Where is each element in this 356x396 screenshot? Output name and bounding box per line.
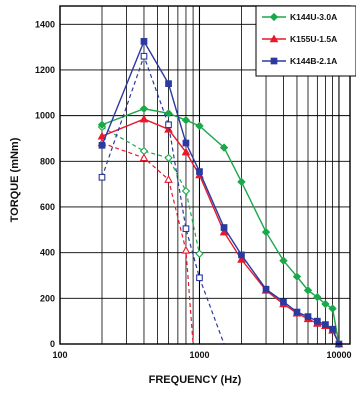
data-point (195, 121, 204, 131)
data-point (321, 299, 330, 309)
legend-marker (269, 12, 279, 22)
data-point (238, 251, 245, 259)
data-point-dashed (164, 175, 173, 183)
data-point-dashed (196, 274, 203, 282)
series-k144b-2-1a (98, 38, 343, 348)
legend-label: K155U-1.5A (290, 34, 337, 44)
data-point (322, 321, 329, 328)
data-point (164, 124, 173, 133)
data-point-dashed (181, 186, 191, 196)
legend-item: K155U-1.5A (262, 34, 337, 44)
series-k155u-1-5a (97, 114, 344, 348)
legend: K144U-3.0A K155U-1.5A K144B-2.1A (255, 5, 356, 77)
series-dashed-line (101, 54, 225, 345)
data-point (98, 141, 106, 149)
data-point (237, 254, 246, 263)
data-point (97, 131, 107, 140)
data-point (139, 114, 149, 123)
data-point-dashed (195, 249, 204, 258)
data-point-dashed (182, 225, 190, 233)
data-point (313, 293, 322, 302)
data-point (140, 38, 148, 45)
data-point (292, 272, 302, 281)
y-axis-label: TORQUE (mNm) (9, 137, 21, 222)
data-point-dashed (165, 121, 172, 129)
legend-item: K144B-2.1A (262, 56, 337, 66)
data-point (164, 109, 173, 118)
legend-label: K144U-3.0A (290, 12, 337, 22)
y-axis-ticks: 0 200 400 600 800 1000 1200 1400 (35, 19, 55, 349)
y-tick-label: 1000 (35, 111, 55, 121)
y-tick-label: 200 (40, 293, 55, 303)
data-point (261, 227, 271, 237)
data-point (237, 177, 246, 187)
y-tick-label: 1200 (35, 65, 55, 75)
data-point (293, 308, 301, 316)
data-point (182, 139, 190, 147)
legend-marker (270, 57, 278, 65)
x-axis-label: FREQUENCY (Hz) (149, 374, 242, 386)
plot-frame (59, 5, 351, 345)
y-tick-label: 0 (50, 339, 55, 349)
data-point (220, 224, 228, 231)
data-point (262, 285, 270, 293)
data-point (181, 116, 191, 125)
data-point (219, 143, 229, 152)
data-point (97, 120, 107, 129)
data-point-dashed (181, 245, 191, 254)
x-tick-label: 10000 (326, 350, 351, 360)
data-point (196, 168, 203, 175)
series-solid-line (101, 118, 340, 345)
data-point (219, 227, 229, 236)
data-point (165, 80, 172, 87)
legend-label: K144B-2.1A (290, 56, 337, 66)
data-point (181, 147, 191, 156)
series-layer (97, 38, 344, 349)
series-k144u-3-0a (97, 104, 344, 349)
data-point (280, 298, 287, 306)
y-tick-label: 800 (40, 156, 55, 166)
x-axis-ticks: 100 1000 10000 (52, 350, 351, 360)
y-tick-label: 600 (40, 202, 55, 212)
data-point-dashed (139, 153, 149, 162)
series-solid-line (101, 108, 340, 345)
data-point-dashed (140, 52, 148, 60)
data-point (304, 313, 312, 320)
y-tick-label: 400 (40, 248, 55, 258)
data-point-dashed (98, 173, 106, 181)
series-dashed-line (101, 142, 194, 345)
data-point (303, 286, 313, 295)
data-point-dashed (164, 153, 173, 163)
legend-marker (269, 34, 279, 43)
data-point (314, 317, 321, 325)
y-tick-label: 1400 (35, 19, 55, 29)
x-tick-label: 1000 (189, 350, 209, 360)
data-point (139, 104, 149, 113)
x-tick-label: 100 (52, 350, 67, 360)
data-point (328, 304, 337, 313)
legend-item: K144U-3.0A (262, 12, 337, 22)
data-point (279, 256, 288, 265)
data-point (329, 325, 336, 333)
